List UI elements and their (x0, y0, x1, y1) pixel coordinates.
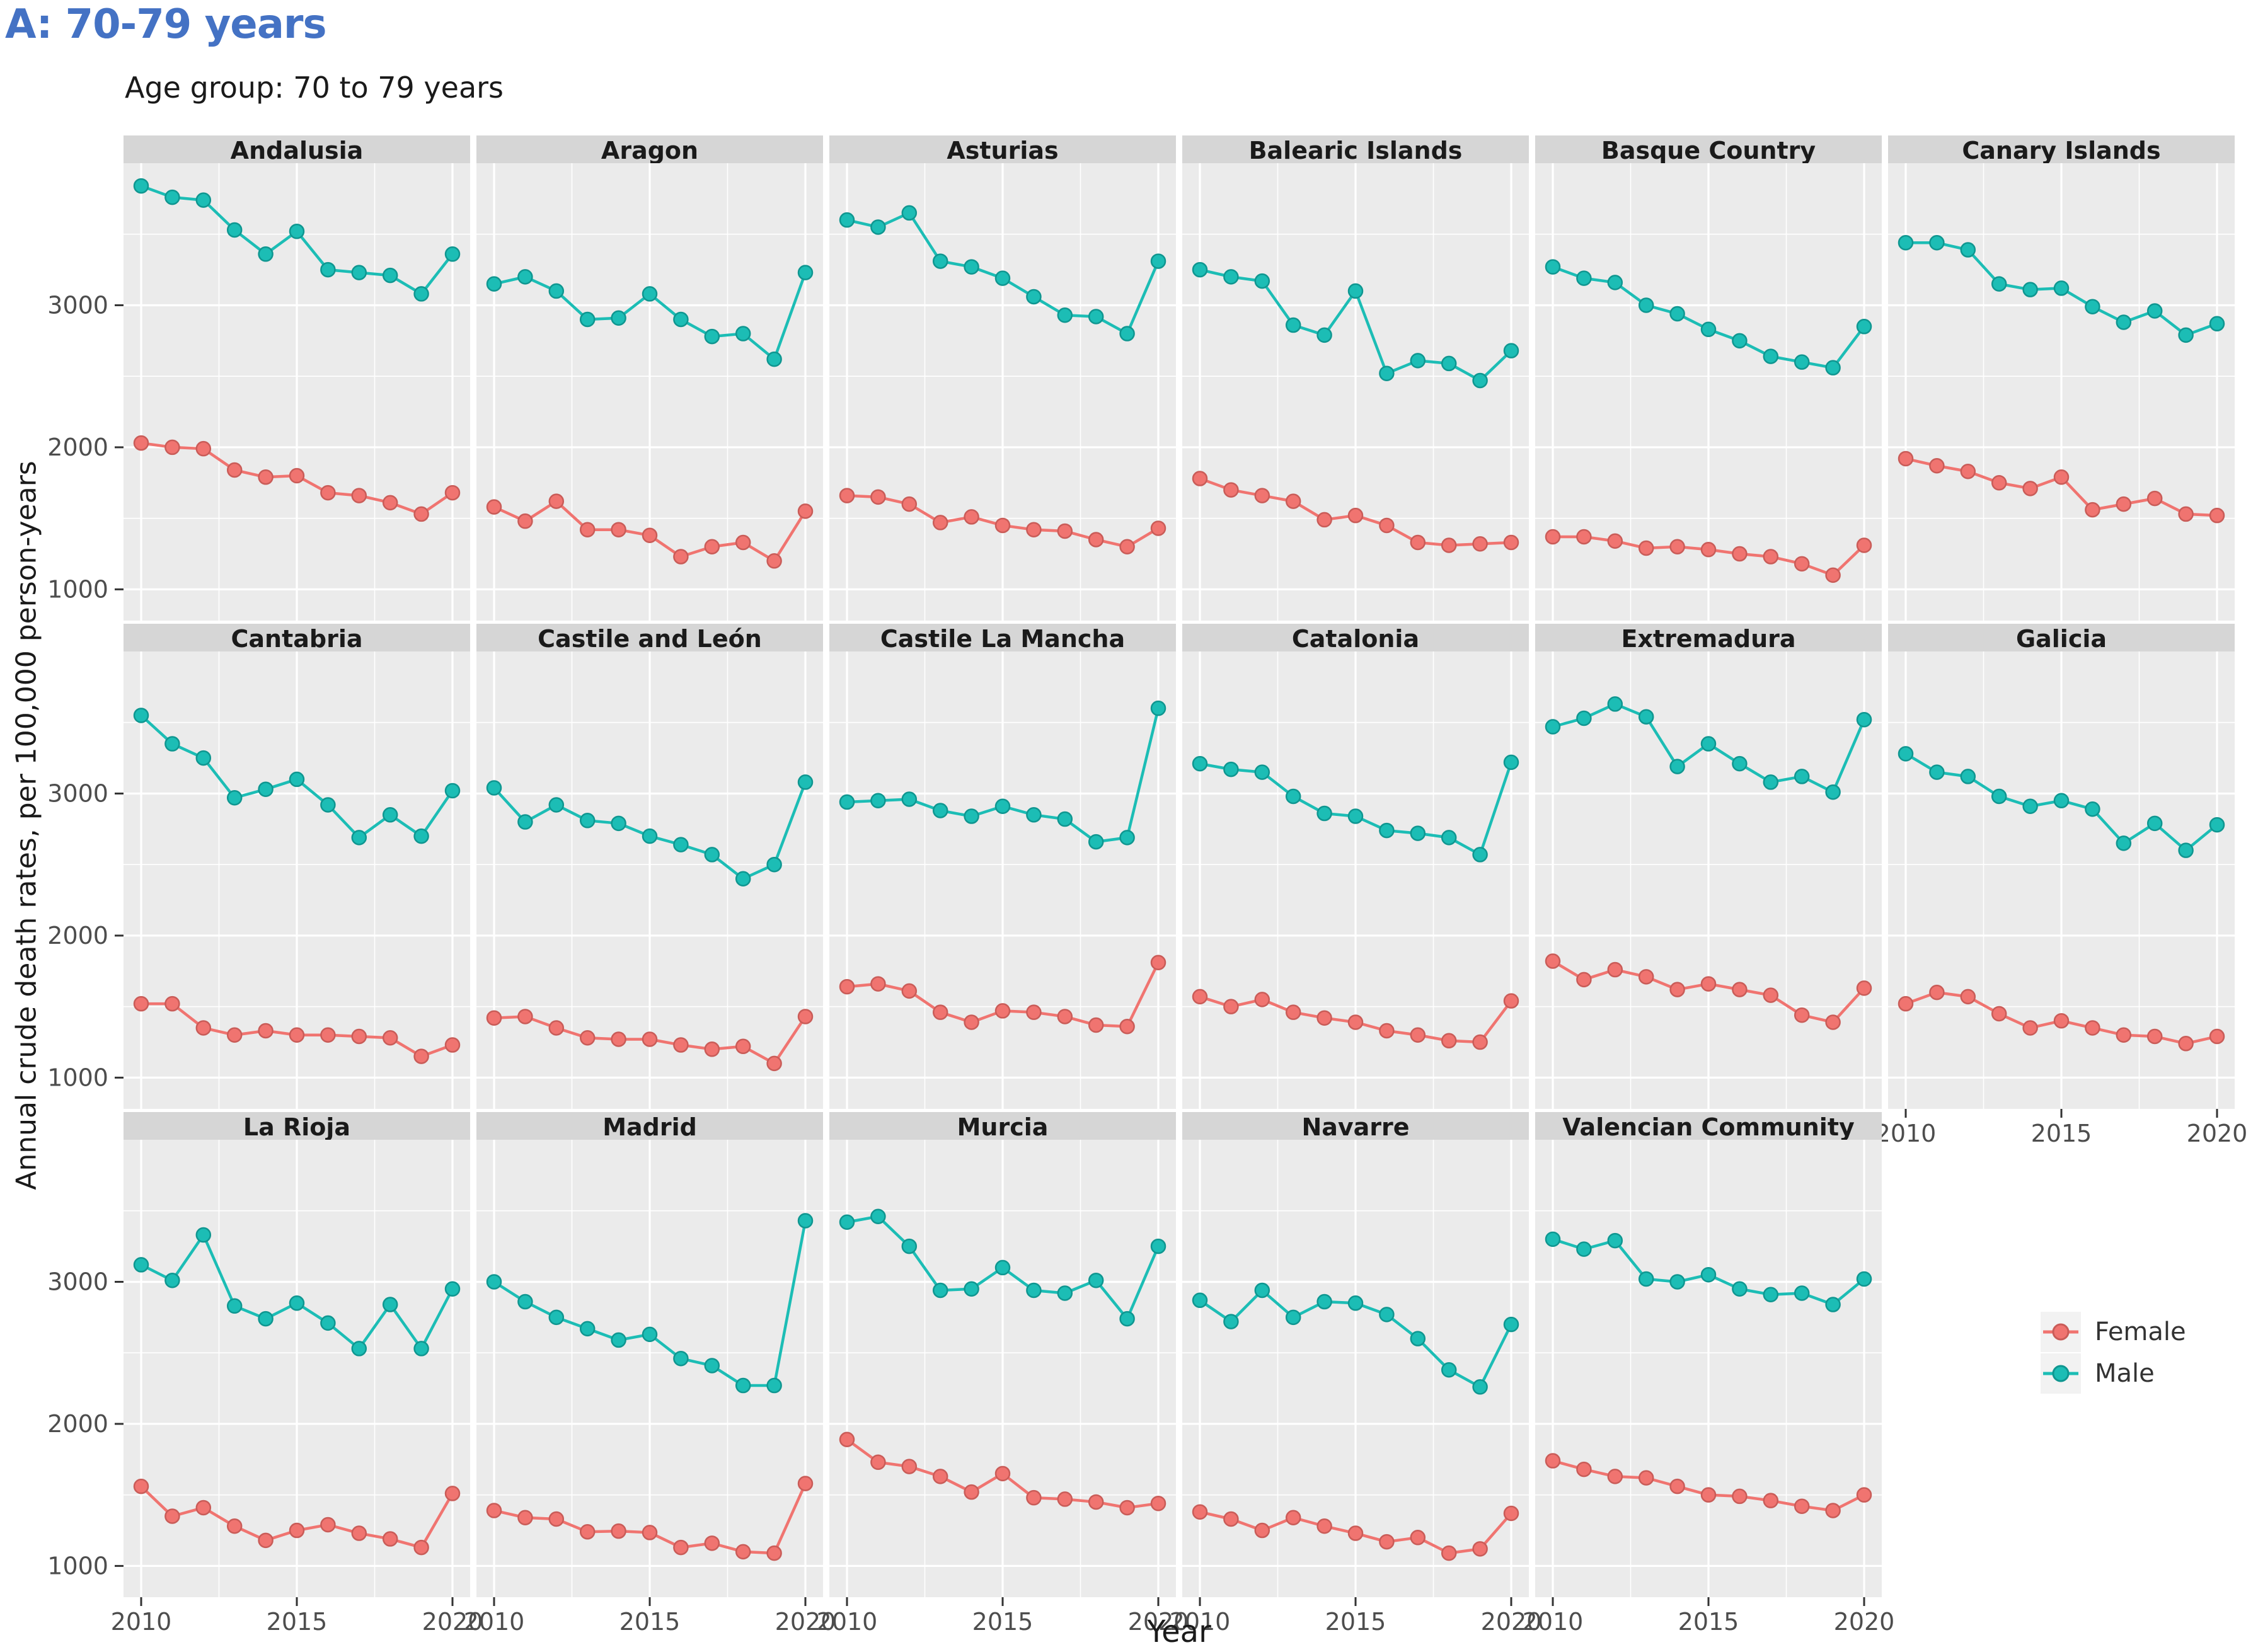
legend-entry-male: Male (2041, 1353, 2186, 1394)
svg-text:3000: 3000 (47, 1268, 108, 1295)
svg-text:2010: 2010 (1875, 1120, 1937, 1147)
svg-text:2015: 2015 (267, 1608, 328, 1636)
svg-text:2015: 2015 (619, 1608, 681, 1636)
svg-text:Castile and León: Castile and León (538, 625, 762, 653)
svg-text:2000: 2000 (47, 433, 108, 461)
y-axis-title: Annual crude death rates, per 100,000 pe… (10, 461, 43, 1190)
svg-text:Navarre: Navarre (1301, 1113, 1409, 1141)
svg-text:2015: 2015 (1325, 1608, 1386, 1636)
svg-text:2020: 2020 (1128, 1608, 1189, 1636)
svg-text:Extremadura: Extremadura (1621, 625, 1795, 653)
svg-text:2020: 2020 (2187, 1120, 2248, 1147)
svg-text:2015: 2015 (972, 1608, 1034, 1636)
svg-text:2020: 2020 (1834, 1608, 1895, 1636)
svg-text:Valencian Community: Valencian Community (1562, 1113, 1855, 1141)
svg-text:2010: 2010 (464, 1608, 525, 1636)
svg-text:2010: 2010 (1170, 1608, 1231, 1636)
svg-text:Aragon: Aragon (601, 137, 698, 164)
svg-text:Balearic Islands: Balearic Islands (1249, 137, 1463, 164)
male-line-marker-icon (2041, 1353, 2081, 1394)
svg-text:2000: 2000 (47, 922, 108, 949)
svg-text:Murcia: Murcia (957, 1113, 1049, 1141)
svg-text:3000: 3000 (47, 779, 108, 807)
svg-text:Galicia: Galicia (2016, 625, 2107, 653)
legend-label-male: Male (2095, 1359, 2155, 1388)
female-line-marker-icon (2041, 1312, 2081, 1352)
svg-text:2000: 2000 (47, 1410, 108, 1438)
svg-text:Andalusia: Andalusia (231, 137, 364, 164)
svg-text:Cantabria: Cantabria (231, 625, 363, 653)
page-title: A: 70-79 years (5, 1, 327, 48)
svg-text:2015: 2015 (1678, 1608, 1739, 1636)
svg-text:Basque Country: Basque Country (1601, 137, 1816, 164)
chart-subtitle: Age group: 70 to 79 years (125, 71, 504, 105)
svg-text:2010: 2010 (1523, 1608, 1584, 1636)
svg-text:Canary Islands: Canary Islands (1962, 137, 2160, 164)
svg-text:1000: 1000 (47, 1064, 108, 1091)
svg-text:1000: 1000 (47, 575, 108, 603)
svg-text:2010: 2010 (817, 1608, 878, 1636)
svg-text:2010: 2010 (111, 1608, 172, 1636)
svg-text:Catalonia: Catalonia (1292, 625, 1419, 653)
svg-text:2020: 2020 (1481, 1608, 1542, 1636)
svg-text:La Rioja: La Rioja (243, 1113, 350, 1141)
legend-label-female: Female (2095, 1317, 2186, 1346)
svg-text:2020: 2020 (422, 1608, 483, 1636)
svg-text:Castile La Mancha: Castile La Mancha (880, 625, 1125, 653)
svg-text:2015: 2015 (2031, 1120, 2092, 1147)
svg-text:Madrid: Madrid (602, 1113, 697, 1141)
svg-text:1000: 1000 (47, 1552, 108, 1580)
legend: Female Male (2041, 1312, 2186, 1395)
svg-text:3000: 3000 (47, 291, 108, 319)
legend-entry-female: Female (2041, 1312, 2186, 1352)
x-axis-title: Year (1147, 1614, 1211, 1649)
svg-text:Asturias: Asturias (947, 137, 1058, 164)
svg-text:2020: 2020 (775, 1608, 836, 1636)
